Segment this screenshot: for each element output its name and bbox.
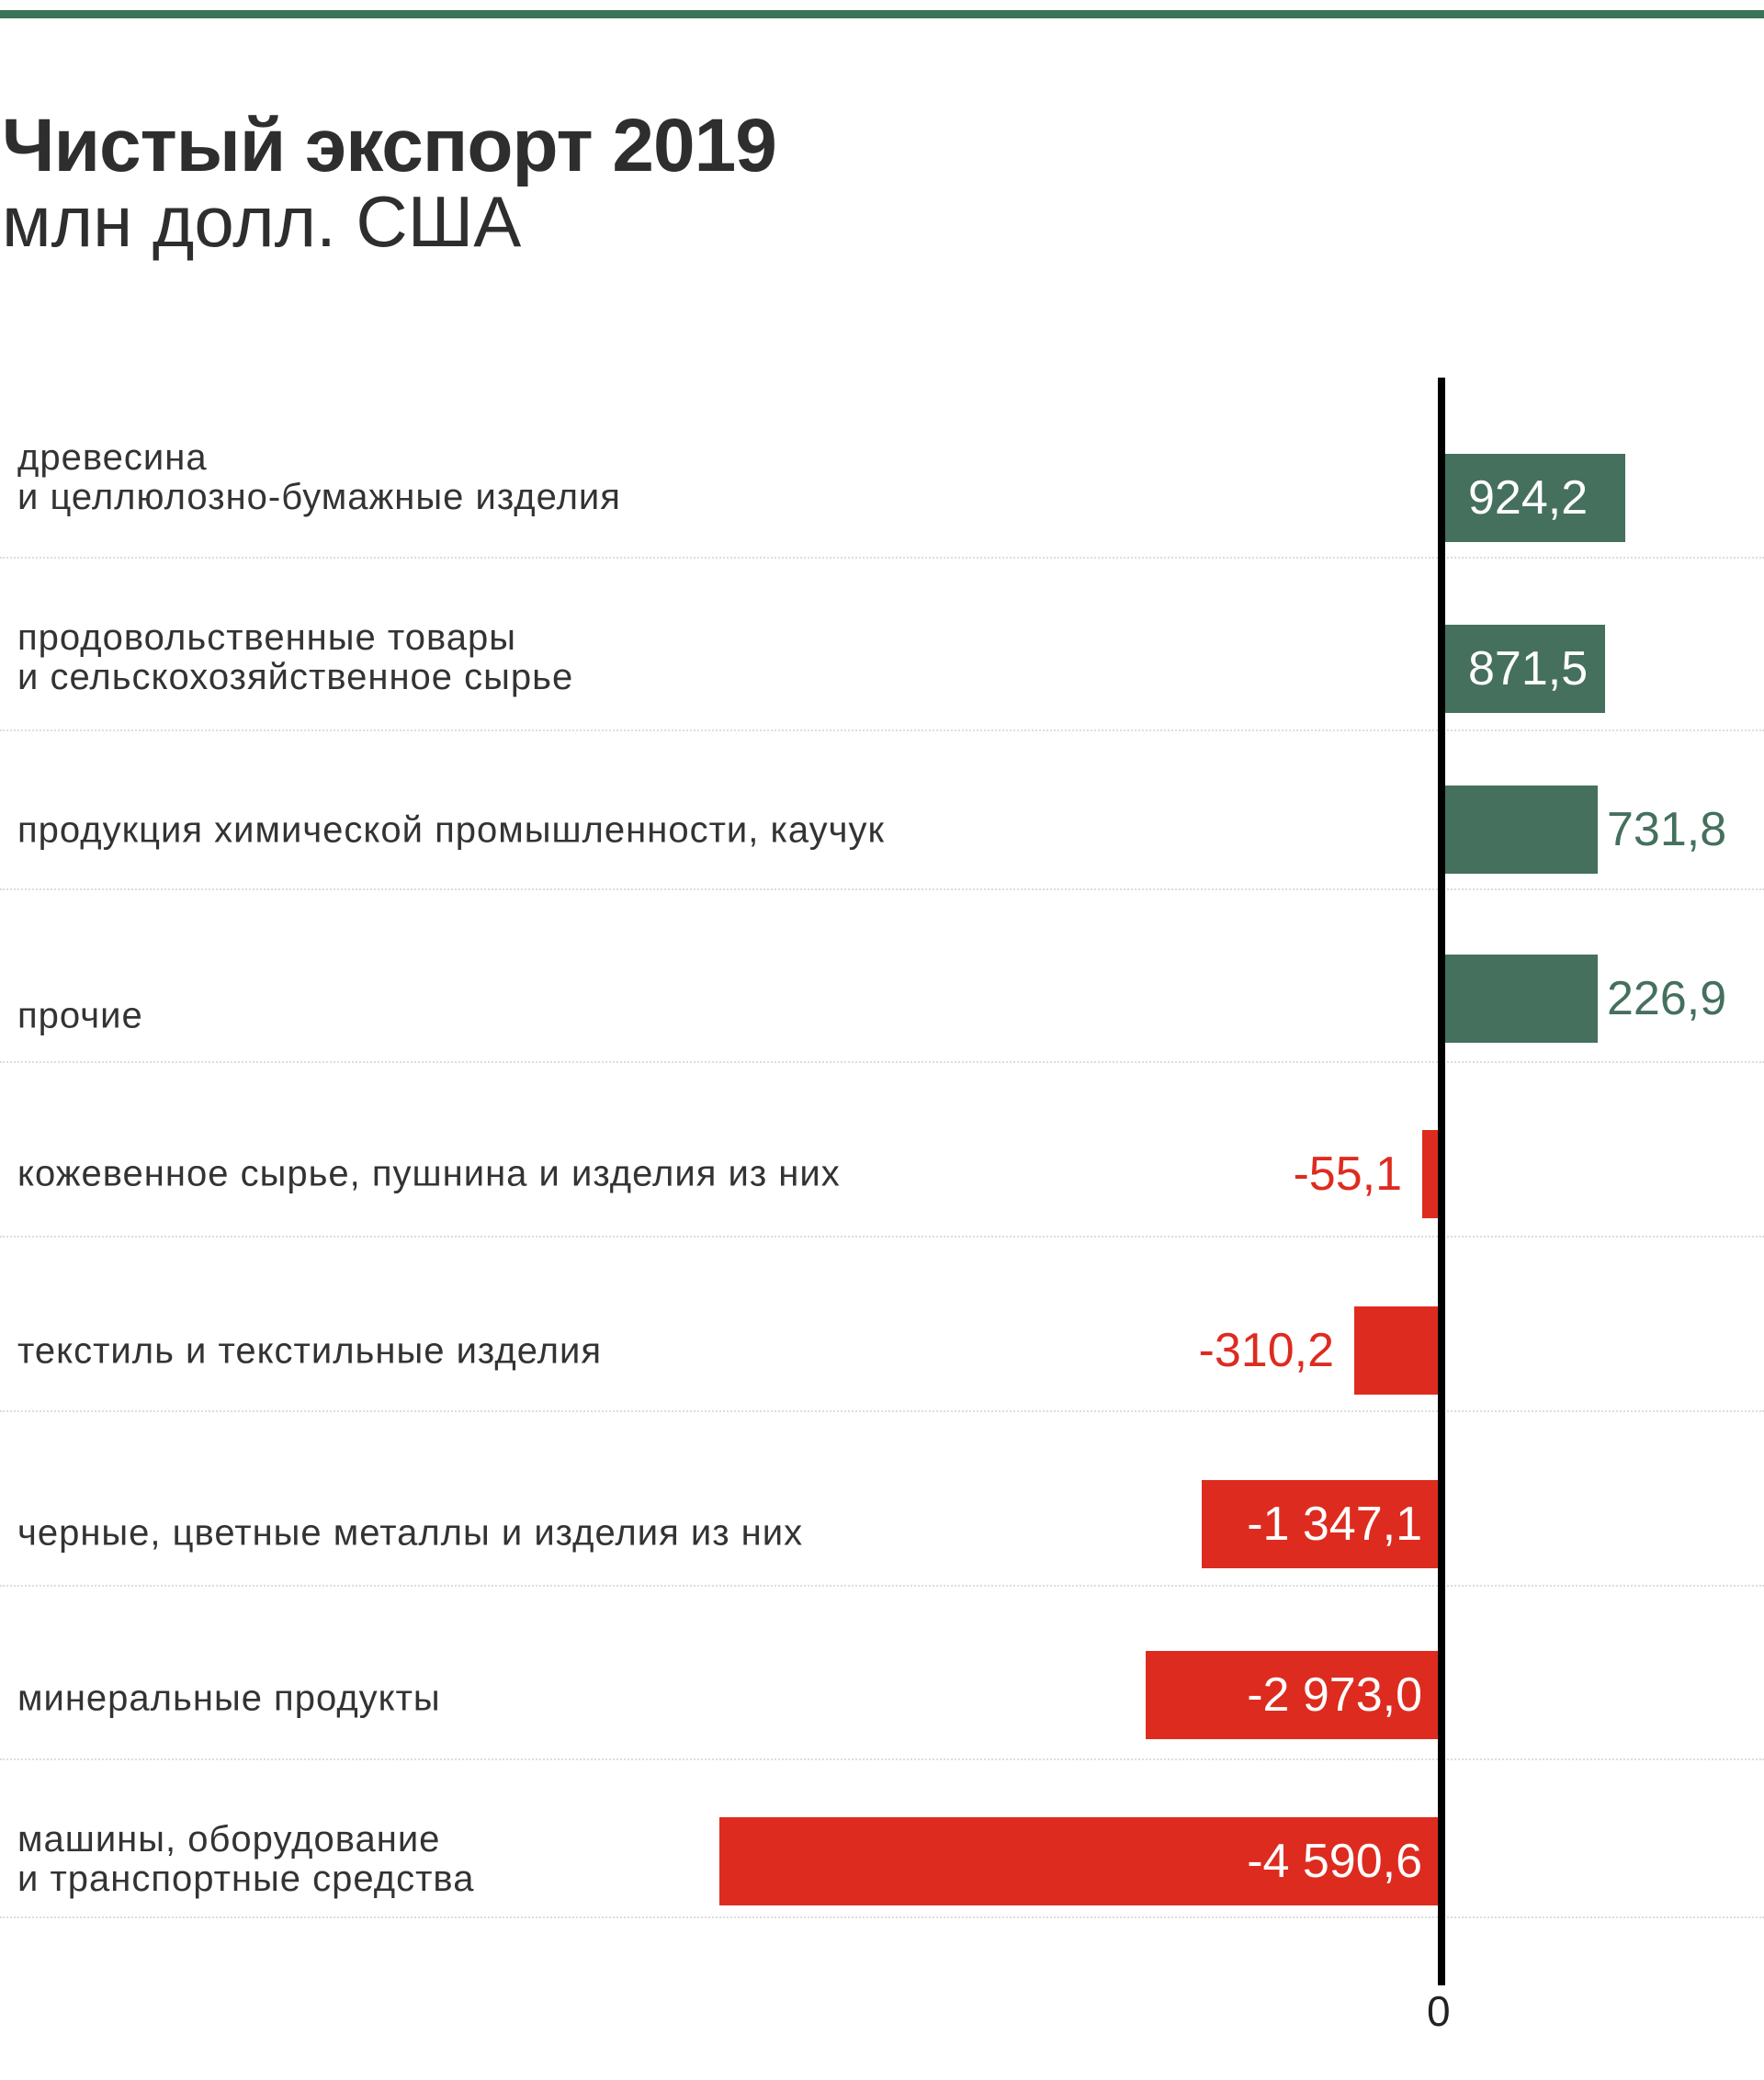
category-label: минеральные продукты xyxy=(17,1678,441,1719)
chart-title: Чистый экспорт 2019 xyxy=(2,104,777,187)
row-divider xyxy=(0,1585,1764,1587)
bar xyxy=(1445,454,1625,542)
row-divider xyxy=(0,1061,1764,1063)
value-label: -4 590,6 xyxy=(1247,1835,1422,1888)
bar xyxy=(1445,955,1598,1043)
row-divider xyxy=(0,888,1764,890)
row-divider xyxy=(0,729,1764,731)
category-label: продовольственные товары и сельскохозяйс… xyxy=(17,617,574,697)
bar xyxy=(1445,625,1605,713)
top-accent-bar xyxy=(0,10,1764,18)
bar xyxy=(719,1817,1438,1905)
row-divider xyxy=(0,1410,1764,1412)
row-divider xyxy=(0,557,1764,559)
value-label: 871,5 xyxy=(1468,642,1589,695)
value-label: 226,9 xyxy=(1607,972,1727,1025)
category-label: кожевенное сырье, пушнина и изделия из н… xyxy=(17,1153,841,1194)
category-label: прочие xyxy=(17,995,143,1036)
bar xyxy=(1445,786,1598,874)
bar xyxy=(1422,1130,1438,1218)
row-divider xyxy=(0,1758,1764,1760)
bar xyxy=(1146,1651,1438,1739)
value-label: -2 973,0 xyxy=(1247,1668,1422,1722)
chart-subtitle: млн долл. США xyxy=(2,181,522,262)
zero-axis-line xyxy=(1438,378,1445,1985)
category-label: древесина и целлюлозно-бумажные изделия xyxy=(17,437,621,517)
bar xyxy=(1202,1480,1438,1568)
value-label: 731,8 xyxy=(1607,803,1727,856)
row-divider xyxy=(0,1236,1764,1238)
category-label: машины, оборудование и транспортные сред… xyxy=(17,1819,475,1899)
category-label: черные, цветные металлы и изделия из них xyxy=(17,1512,804,1554)
row-divider xyxy=(0,1916,1764,1918)
value-label: -55,1 xyxy=(1293,1147,1402,1201)
bar xyxy=(1354,1306,1438,1395)
value-label: -1 347,1 xyxy=(1247,1498,1422,1551)
category-label: текстиль и текстильные изделия xyxy=(17,1330,602,1372)
value-label: -310,2 xyxy=(1198,1324,1334,1377)
category-label: продукция химической промышленности, кау… xyxy=(17,809,885,851)
zero-tick-label: 0 xyxy=(1427,1987,1451,2035)
value-label: 924,2 xyxy=(1468,471,1589,525)
